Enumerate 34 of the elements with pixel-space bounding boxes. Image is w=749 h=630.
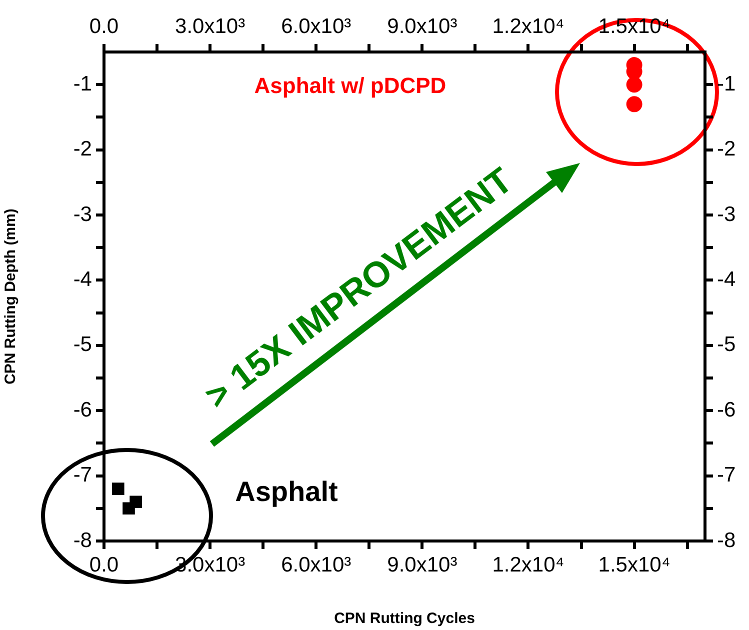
y-tick-label: -3 <box>73 202 92 226</box>
y-tick-label: -1 <box>73 72 92 96</box>
x2-tick-label: 1.2x10⁴ <box>492 15 564 38</box>
x-tick-label: 1.5x10⁴ <box>598 553 670 576</box>
y-tick-label: -8 <box>73 528 92 552</box>
point <box>626 96 642 112</box>
y2-tick-label: -6 <box>717 398 736 422</box>
y-tick-label: -2 <box>73 138 92 161</box>
y2-tick-label: -5 <box>717 333 736 356</box>
y2-tick-label: -1 <box>717 72 736 96</box>
x-tick-label: 1.2x10⁴ <box>492 553 564 576</box>
x2-tick-label: 6.0x10³ <box>281 15 352 38</box>
y2-tick-label: -3 <box>717 202 736 226</box>
x-tick-label: 6.0x10³ <box>281 553 352 576</box>
point <box>626 76 642 93</box>
point <box>130 496 142 508</box>
x2-tick-label: 3.0x10³ <box>175 15 246 38</box>
text: 0.0 <box>89 553 119 576</box>
y2-tick-label: -2 <box>717 138 736 161</box>
x-axis-title: CPN Rutting Cycles <box>334 610 475 628</box>
y2-tick-label: -8 <box>717 528 736 552</box>
y-axis-title: CPN Rutting Depth (mm) <box>2 208 20 384</box>
y-tick-label: -6 <box>73 398 92 422</box>
text: Asphalt <box>235 476 338 507</box>
point <box>112 482 124 495</box>
text: Asphalt w/ pDCPD <box>254 73 446 98</box>
x-tick-label: 9.0x10³ <box>387 553 458 576</box>
y-tick-label: -5 <box>73 333 92 356</box>
text: 0.0 <box>89 15 119 38</box>
x2-tick-label: 9.0x10³ <box>387 15 458 38</box>
y2-tick-label: -7 <box>717 464 736 487</box>
y-tick-label: -7 <box>73 464 92 487</box>
y-tick-label: -4 <box>73 268 92 291</box>
y2-tick-label: -4 <box>717 268 736 291</box>
